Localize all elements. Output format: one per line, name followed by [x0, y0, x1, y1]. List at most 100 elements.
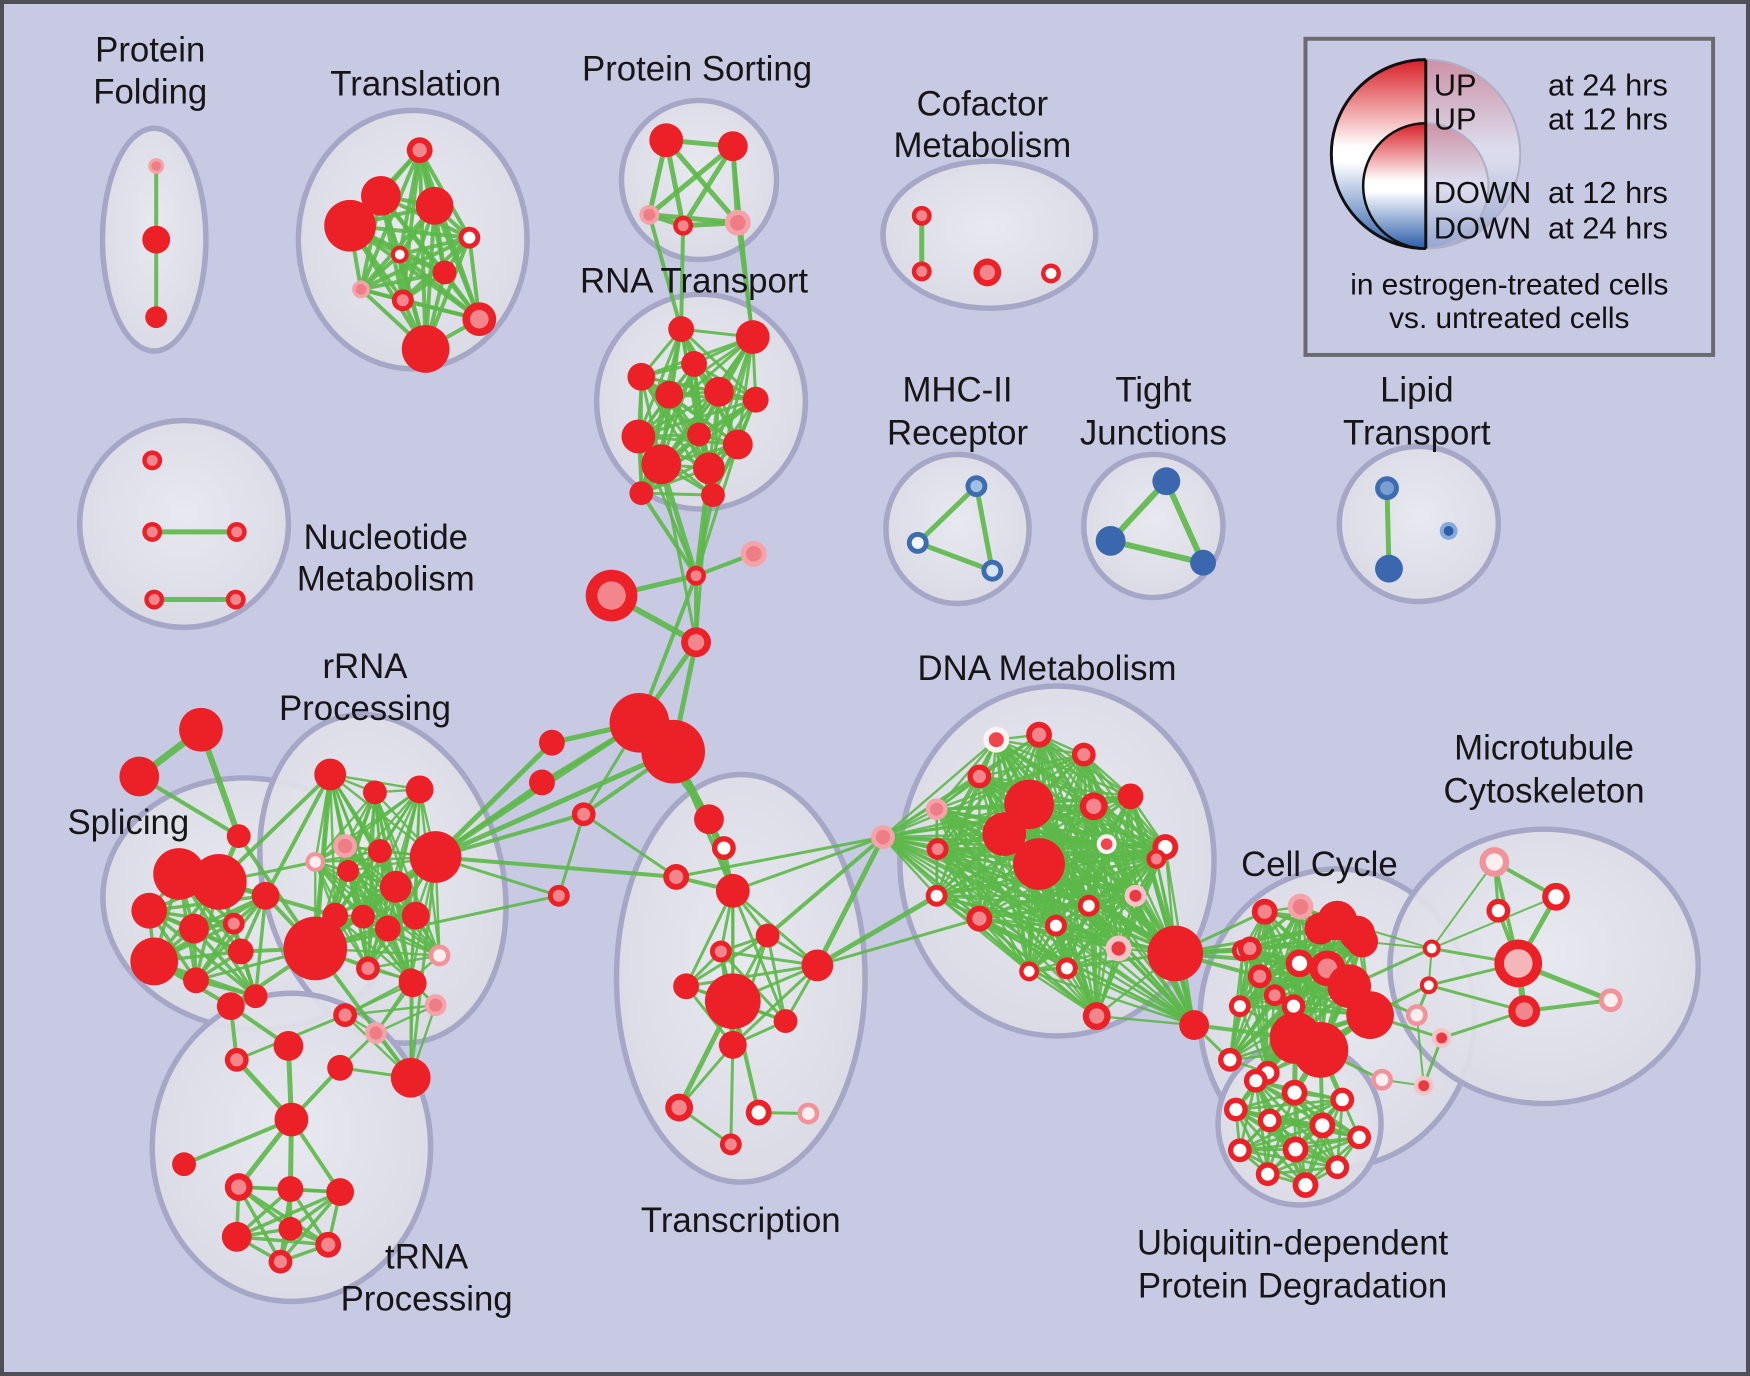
network-node[interactable]	[142, 521, 163, 542]
network-node[interactable]	[221, 1221, 252, 1252]
network-node[interactable]	[352, 280, 370, 299]
network-node[interactable]	[398, 969, 427, 998]
network-node[interactable]	[982, 812, 1027, 857]
network-node[interactable]	[374, 915, 401, 942]
network-node[interactable]	[1375, 554, 1403, 583]
network-node[interactable]	[390, 245, 409, 264]
network-node[interactable]	[925, 884, 948, 907]
network-node[interactable]	[226, 824, 251, 849]
network-node[interactable]	[1598, 988, 1623, 1013]
network-node[interactable]	[1251, 898, 1278, 925]
network-node[interactable]	[1375, 476, 1399, 501]
network-node[interactable]	[717, 131, 748, 162]
network-node[interactable]	[144, 589, 165, 610]
network-node[interactable]	[401, 901, 430, 930]
network-node[interactable]	[415, 186, 454, 225]
network-node[interactable]	[1413, 1075, 1434, 1096]
network-node[interactable]	[364, 1022, 387, 1044]
network-node[interactable]	[1292, 1172, 1319, 1199]
network-node[interactable]	[1405, 1004, 1428, 1027]
network-node[interactable]	[704, 376, 734, 407]
network-node[interactable]	[627, 362, 656, 391]
network-node[interactable]	[687, 422, 711, 447]
network-node[interactable]	[268, 1249, 293, 1274]
network-node[interactable]	[773, 1009, 798, 1033]
network-node[interactable]	[406, 137, 433, 164]
network-node[interactable]	[871, 825, 895, 850]
network-node[interactable]	[911, 205, 932, 226]
network-node[interactable]	[1079, 792, 1108, 821]
network-node[interactable]	[1431, 1028, 1452, 1048]
network-node[interactable]	[305, 852, 326, 872]
network-node[interactable]	[119, 756, 160, 797]
network-node[interactable]	[629, 481, 654, 506]
network-node[interactable]	[718, 1030, 747, 1059]
network-node[interactable]	[745, 1099, 772, 1126]
network-node[interactable]	[278, 1216, 303, 1241]
network-node[interactable]	[1055, 957, 1078, 980]
network-node[interactable]	[142, 225, 171, 254]
network-node[interactable]	[145, 306, 168, 329]
network-node[interactable]	[1263, 984, 1286, 1007]
network-node[interactable]	[1124, 884, 1147, 907]
network-node[interactable]	[693, 452, 725, 485]
network-node[interactable]	[224, 1173, 253, 1201]
network-node[interactable]	[1281, 1079, 1308, 1106]
network-node[interactable]	[719, 1133, 742, 1156]
network-node[interactable]	[797, 1102, 820, 1125]
network-node[interactable]	[428, 944, 451, 967]
network-node[interactable]	[1152, 834, 1179, 860]
network-node[interactable]	[327, 1054, 354, 1081]
network-node[interactable]	[462, 302, 497, 337]
network-node[interactable]	[367, 839, 392, 863]
network-node[interactable]	[337, 859, 360, 882]
network-node[interactable]	[1077, 894, 1100, 917]
network-node[interactable]	[966, 905, 993, 932]
network-node[interactable]	[668, 316, 695, 343]
network-node[interactable]	[639, 204, 660, 225]
network-node[interactable]	[1082, 1002, 1111, 1030]
network-node[interactable]	[1347, 1125, 1372, 1150]
network-node[interactable]	[673, 215, 694, 236]
network-node[interactable]	[755, 923, 780, 948]
network-node[interactable]	[1255, 1162, 1280, 1187]
network-node[interactable]	[686, 565, 706, 586]
network-node[interactable]	[673, 973, 700, 1000]
network-node[interactable]	[1227, 1138, 1252, 1163]
network-node[interactable]	[709, 940, 732, 963]
network-node[interactable]	[1346, 991, 1394, 1039]
network-node[interactable]	[1309, 1112, 1336, 1139]
network-node[interactable]	[906, 531, 929, 554]
network-node[interactable]	[722, 429, 753, 460]
network-node[interactable]	[243, 984, 268, 1009]
network-node[interactable]	[1217, 1047, 1242, 1072]
network-node[interactable]	[925, 798, 948, 821]
network-node[interactable]	[585, 569, 638, 622]
network-node[interactable]	[333, 1003, 358, 1028]
network-node[interactable]	[1486, 898, 1511, 923]
network-node[interactable]	[649, 123, 684, 158]
network-node[interactable]	[641, 444, 682, 485]
network-node[interactable]	[1508, 995, 1541, 1028]
network-node[interactable]	[704, 973, 761, 1030]
network-node[interactable]	[1045, 914, 1067, 937]
network-node[interactable]	[1117, 783, 1144, 810]
network-node[interactable]	[711, 836, 736, 860]
network-node[interactable]	[1282, 1136, 1309, 1163]
network-node[interactable]	[405, 775, 434, 804]
network-node[interactable]	[1223, 1097, 1248, 1122]
network-node[interactable]	[172, 1152, 196, 1177]
network-node[interactable]	[226, 521, 247, 542]
network-node[interactable]	[191, 854, 247, 910]
network-node[interactable]	[740, 540, 767, 567]
network-node[interactable]	[1013, 838, 1065, 890]
network-node[interactable]	[1147, 925, 1204, 982]
network-node[interactable]	[681, 350, 707, 377]
network-node[interactable]	[1190, 549, 1217, 576]
network-node[interactable]	[1071, 742, 1096, 767]
network-node[interactable]	[273, 1030, 304, 1061]
network-node[interactable]	[277, 1176, 304, 1202]
network-node[interactable]	[967, 764, 992, 789]
network-node[interactable]	[1237, 936, 1262, 961]
network-node[interactable]	[965, 475, 988, 498]
